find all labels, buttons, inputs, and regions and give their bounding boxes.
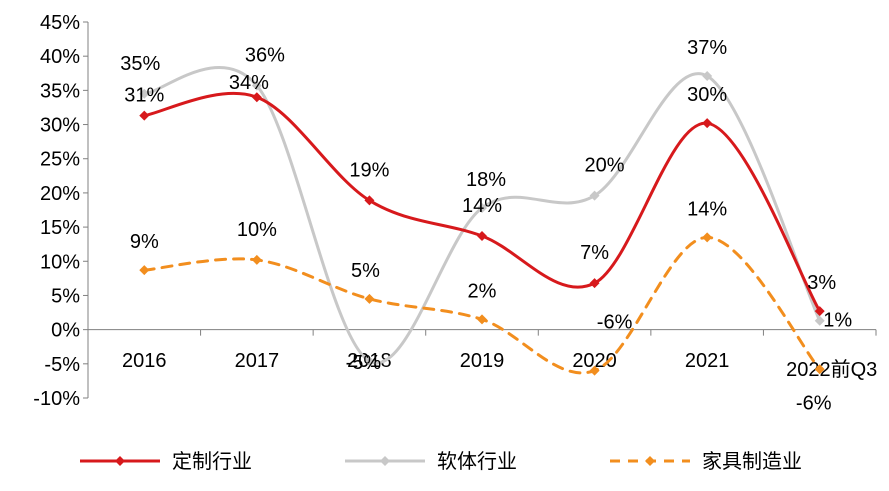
data-label: 14% [687,198,727,220]
series-layer [139,65,825,376]
data-point [364,356,375,367]
data-label: 10% [237,219,277,241]
data-labels: 31% 34% 19% 14% 7% 30% 3% 35% 36% -5% 18% 20% 37% 1% 9… [120,37,852,414]
y-tick-label: 45% [40,12,80,34]
series-2 [139,232,825,376]
data-label: 35% [120,53,160,75]
y-tick-label: -10% [33,388,80,410]
data-point [139,110,150,121]
series-1 [139,65,825,367]
legend-marker [115,456,125,466]
legend: 定制行业 软体行业 家具制造业 [80,450,802,473]
x-tick-label: 2022前Q3 [786,358,877,381]
data-label: 36% [245,45,285,67]
data-label: -6% [597,312,633,334]
data-point [251,92,262,103]
y-tick-label: -5% [44,354,80,376]
x-tick-label: 2019 [460,350,505,372]
y-tick-label: 35% [40,80,80,102]
series-line [142,91,822,313]
y-tick-label: 0% [51,320,80,342]
data-point [477,202,487,213]
data-point [251,254,262,265]
x-tick-label: 2021 [685,350,730,372]
data-point [702,71,713,82]
data-label: 9% [130,231,159,253]
data-label: 20% [585,155,625,177]
legend-item: 家具制造业 [610,450,802,473]
data-point [814,306,825,317]
legend-item: 定制行业 [80,450,252,473]
legend-marker [645,456,655,466]
data-point [589,190,600,201]
data-point [589,365,600,376]
y-tick-label: 10% [40,251,80,273]
legend-label: 家具制造业 [702,450,802,473]
data-label: 19% [349,159,389,181]
x-tick-label: 2017 [235,350,280,372]
axes: -10% -5% 0% 5% 10% 15% 20% 25% 30% 35% 40% 45% 2016 2… [33,12,877,410]
x-tick-label: 2016 [122,350,167,372]
data-point [364,195,375,206]
data-label: -6% [796,392,832,414]
data-point [477,230,487,241]
data-point [589,278,600,289]
legend-marker [380,456,390,466]
y-tick-label: 40% [40,46,80,68]
data-label: 30% [687,84,727,106]
series-0 [139,91,825,317]
data-point [814,364,825,375]
data-label: 2% [468,280,497,302]
data-label: 3% [807,272,836,294]
y-tick-label: 30% [40,115,80,137]
y-tick-label: 15% [40,217,80,239]
data-point [702,232,713,243]
data-label: 31% [124,85,164,107]
data-point [251,80,262,91]
data-label: 5% [351,260,380,282]
data-label: 1% [823,310,852,332]
legend-label: 软体行业 [437,450,517,473]
data-label: -5% [346,352,382,374]
data-point [814,315,825,326]
series-line [142,65,822,365]
data-label: 37% [687,37,727,59]
y-tick-label: 25% [40,149,80,171]
y-tick-label: 20% [40,183,80,205]
data-label: 7% [580,242,609,264]
x-tick-label: 2020 [572,350,617,372]
data-point [702,118,713,129]
data-point [139,265,150,276]
data-label: 14% [462,195,502,217]
data-point [477,314,487,325]
legend-label: 定制行业 [172,450,252,473]
data-point [364,293,375,304]
data-label: 18% [466,169,506,191]
y-tick-label: 5% [51,285,80,307]
legend-item: 软体行业 [345,450,517,473]
data-label: 34% [229,72,269,94]
data-point [139,88,150,99]
